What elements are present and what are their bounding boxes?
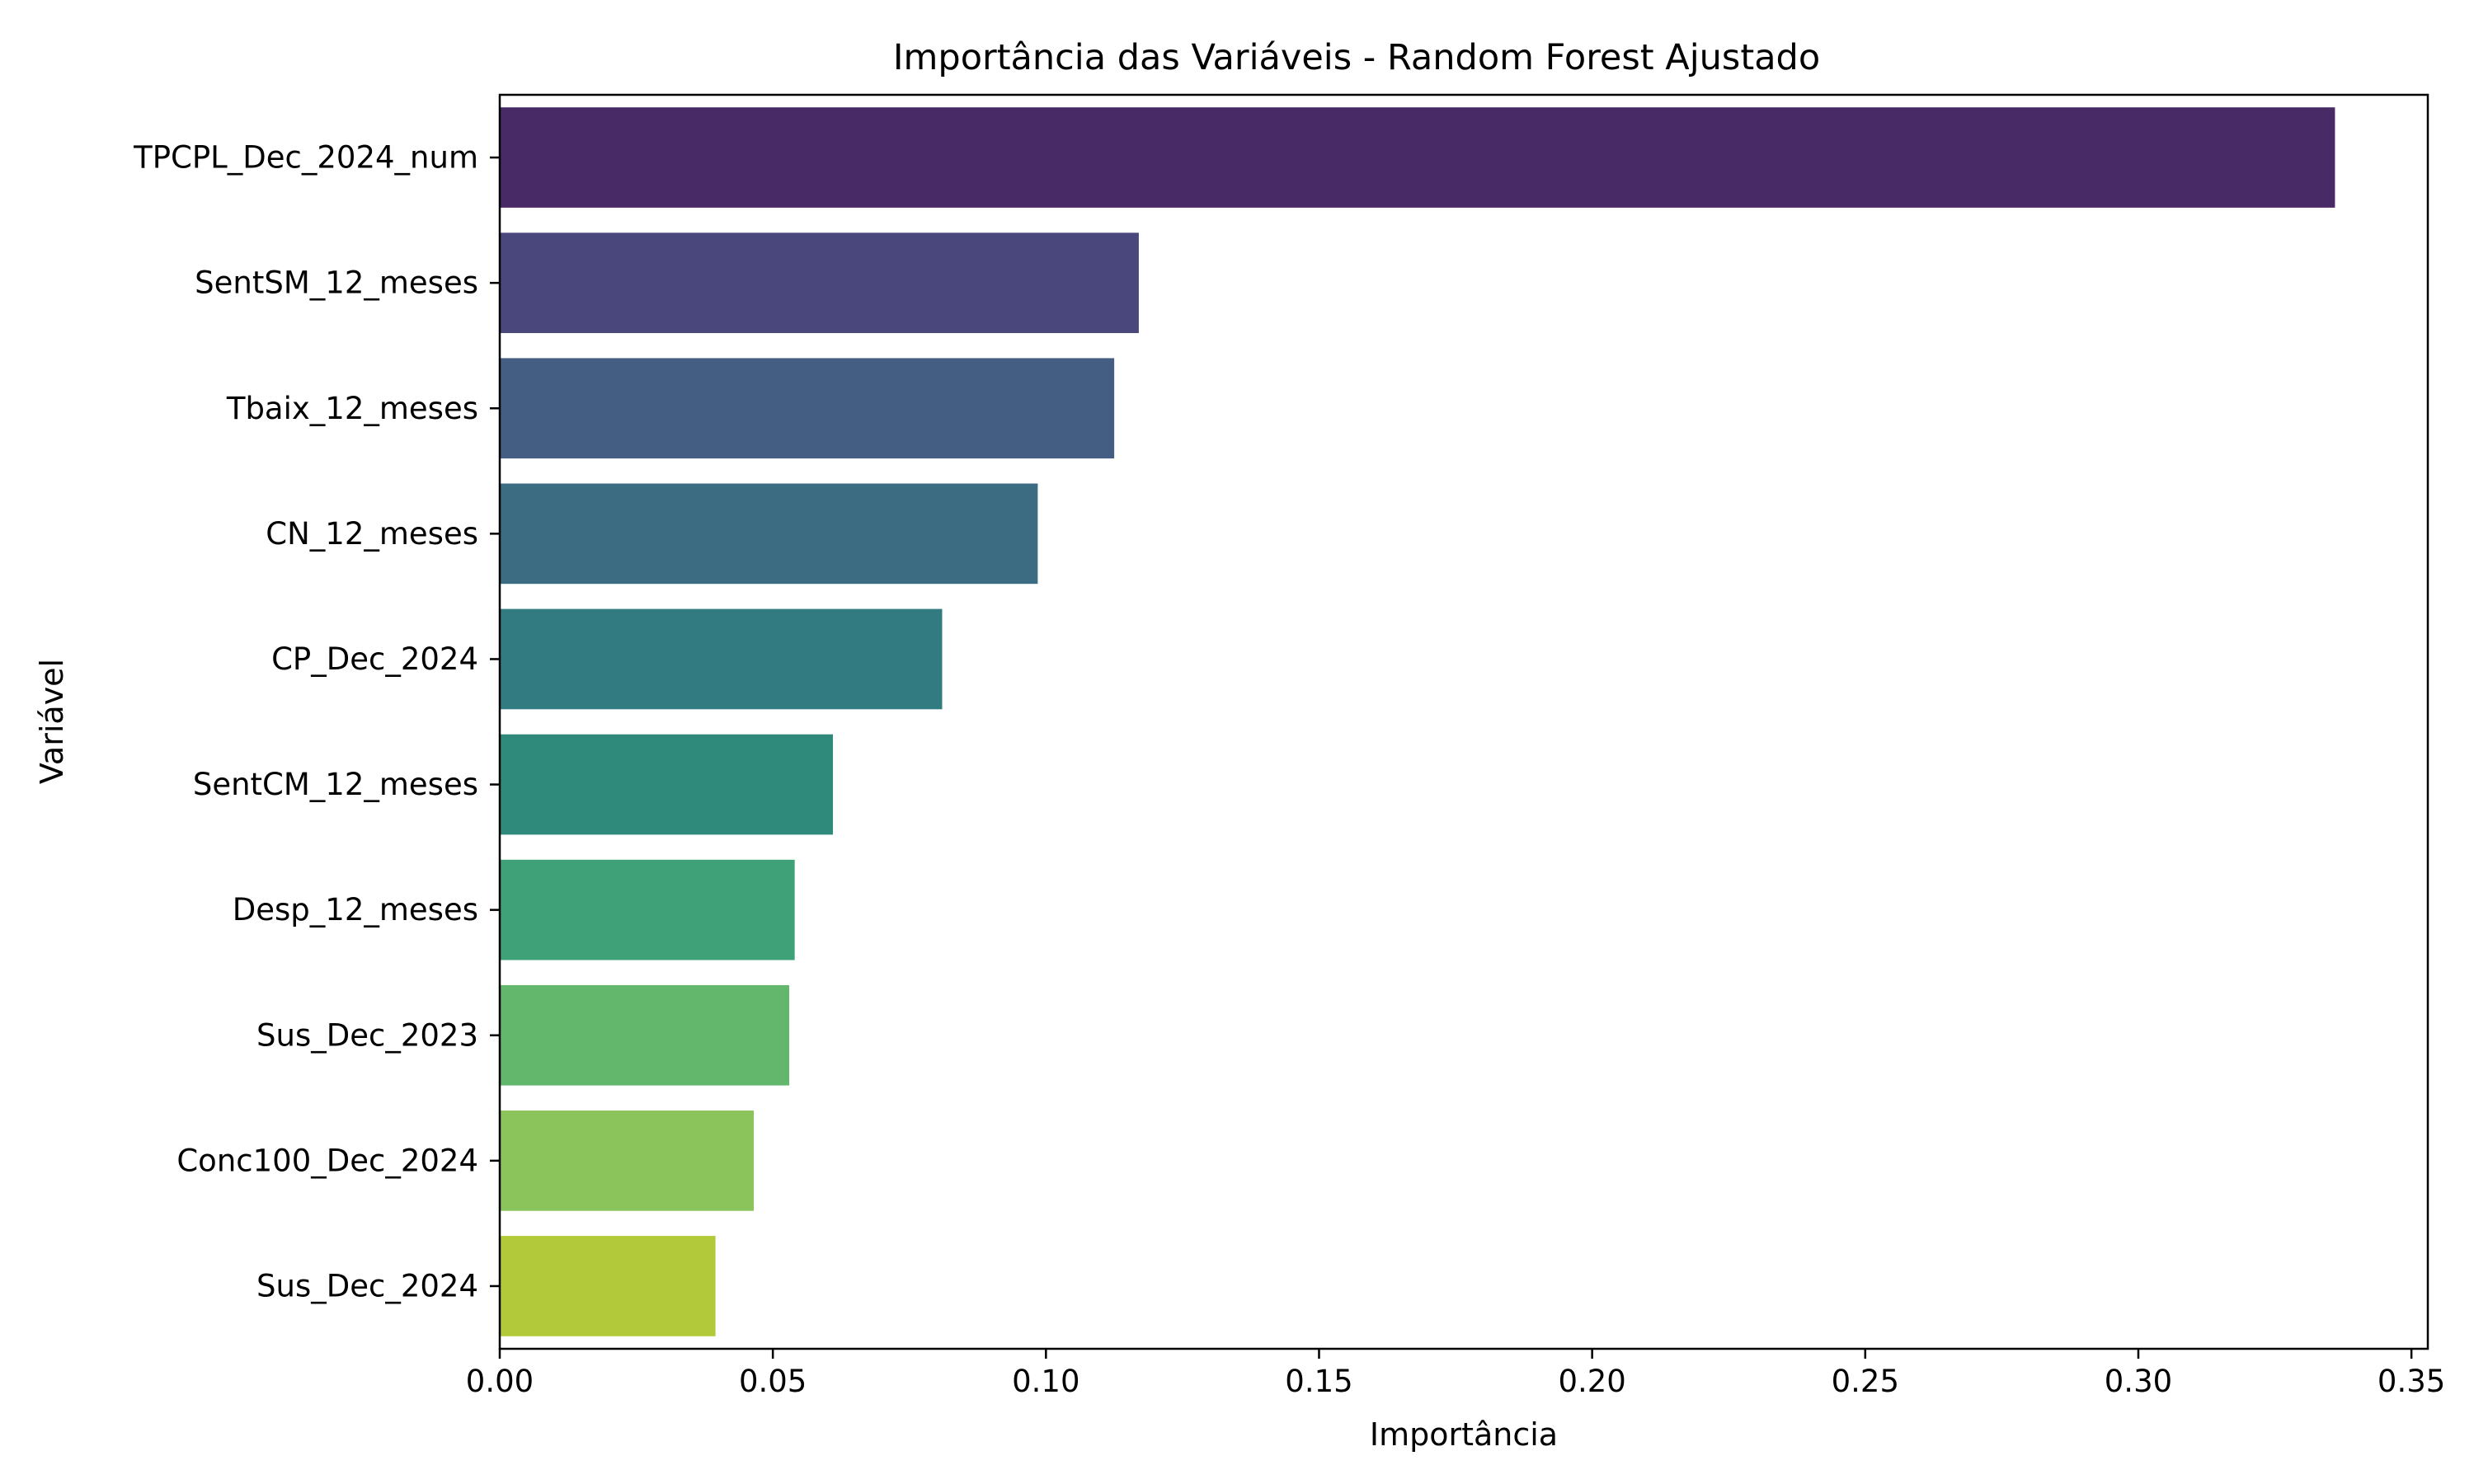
y-tick-label: CN_12_meses — [266, 516, 478, 552]
bar-TPCPL_Dec_2024_num — [500, 107, 2335, 208]
y-tick-label: Sus_Dec_2024 — [256, 1268, 478, 1303]
bar-CN_12_meses — [500, 483, 1038, 585]
x-tick-label: 0.15 — [1285, 1364, 1352, 1399]
y-tick-label: CP_Dec_2024 — [271, 641, 478, 677]
x-axis-ticks: 0.00 0.05 0.10 0.15 0.20 0.25 0.30 0.35 — [466, 1349, 2445, 1399]
chart-title: Importância das Variáveis - Random Fores… — [893, 37, 1820, 78]
y-axis-label: Variável — [34, 659, 70, 784]
bar-Conc100_Dec_2024 — [500, 1111, 754, 1211]
x-tick-label: 0.30 — [2105, 1364, 2172, 1399]
x-tick-label: 0.05 — [739, 1364, 807, 1399]
y-axis-ticks: TPCPL_Dec_2024_num SentSM_12_meses Tbaix_1… — [133, 140, 500, 1303]
bar-Sus_Dec_2024 — [500, 1236, 716, 1336]
y-tick-label: Tbaix_12_meses — [226, 391, 478, 426]
y-tick-label: Desp_12_meses — [233, 892, 478, 928]
x-tick-label: 0.20 — [1558, 1364, 1625, 1399]
bars-group — [500, 107, 2335, 1336]
plot-frame — [498, 93, 2429, 1350]
bar-Sus_Dec_2023 — [500, 984, 790, 1086]
x-tick-label: 0.00 — [466, 1364, 534, 1399]
bar-SentSM_12_meses — [500, 232, 1139, 333]
x-tick-label: 0.25 — [1832, 1364, 1899, 1399]
y-tick-label: SentCM_12_meses — [193, 767, 478, 802]
y-tick-label: SentSM_12_meses — [195, 265, 478, 301]
bar-Tbaix_12_meses — [500, 358, 1115, 459]
y-tick-label: Conc100_Dec_2024 — [176, 1143, 478, 1178]
y-tick-label: Sus_Dec_2023 — [256, 1017, 478, 1053]
bar-SentCM_12_meses — [500, 734, 834, 835]
bar-CP_Dec_2024 — [500, 608, 943, 710]
x-tick-label: 0.10 — [1012, 1364, 1079, 1399]
x-tick-label: 0.35 — [2378, 1364, 2445, 1399]
bar-Desp_12_meses — [500, 859, 795, 960]
x-axis-label: Importância — [1370, 1416, 1558, 1453]
y-tick-label: TPCPL_Dec_2024_num — [133, 140, 478, 176]
